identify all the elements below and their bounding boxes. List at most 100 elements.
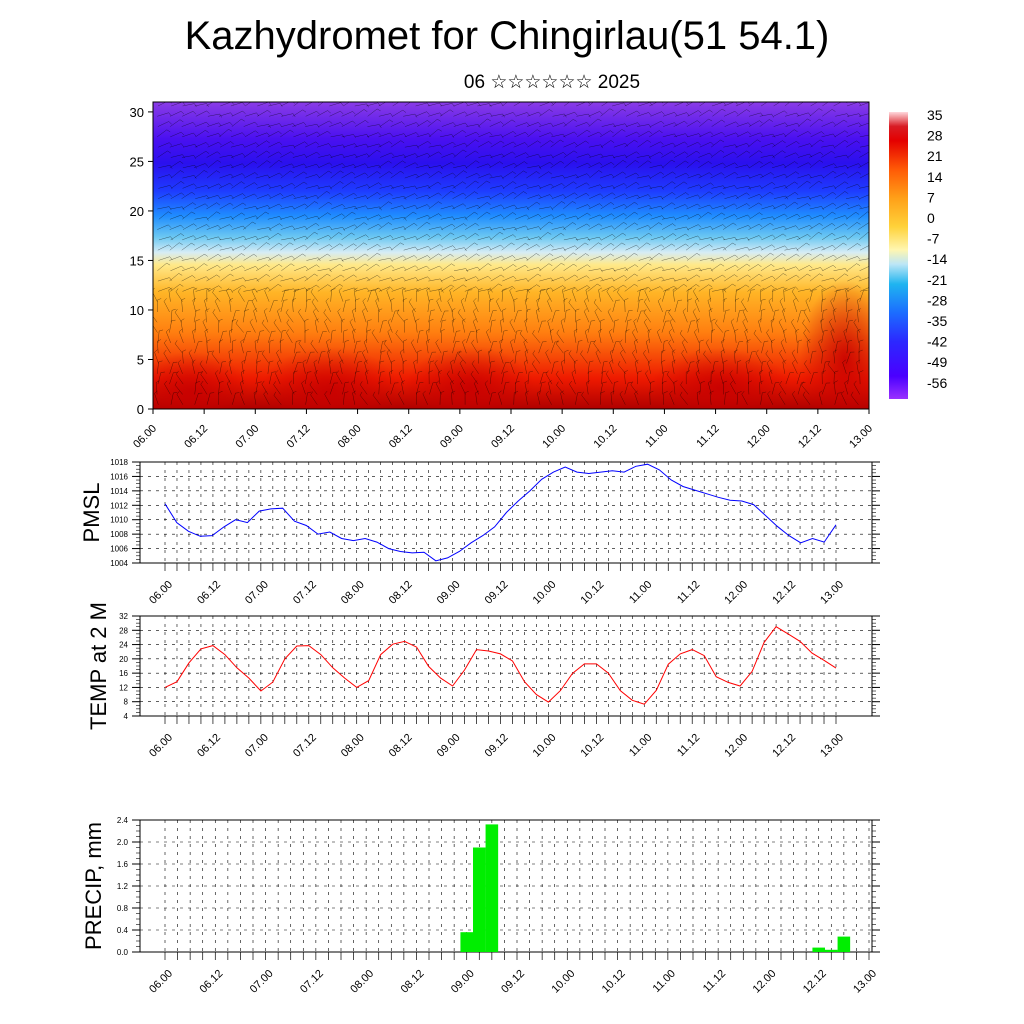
wind-barb — [453, 268, 466, 272]
wind-barb — [649, 141, 661, 148]
wind-barb — [699, 257, 712, 261]
wind-barb-flag — [438, 213, 442, 217]
wind-barb-flag — [470, 370, 474, 375]
wind-barb-flag — [660, 120, 665, 125]
wind-barb-flag — [254, 172, 259, 176]
wind-barb — [465, 223, 476, 230]
wind-barb-flag — [218, 319, 223, 321]
wind-barb-flag — [315, 318, 319, 322]
wind-barb-flag — [514, 391, 519, 393]
y-tick-label: 0.8 — [117, 904, 129, 913]
wind-barb — [461, 320, 465, 333]
wind-barb-flag — [387, 318, 392, 322]
wind-barb-flag — [516, 330, 521, 332]
wind-barb — [687, 253, 697, 261]
wind-barb — [662, 233, 674, 241]
wind-barb-flag — [610, 130, 614, 134]
wind-barb-flag — [833, 277, 836, 282]
wind-barb-flag — [166, 129, 171, 133]
wind-barb — [378, 113, 391, 117]
wind-barb-flag — [711, 318, 716, 321]
wind-barb-flag — [856, 263, 861, 266]
wind-barb — [847, 149, 858, 158]
wind-barb — [306, 352, 311, 364]
wind-barb — [416, 255, 428, 261]
wind-barb — [661, 223, 673, 230]
wind-barb — [256, 242, 267, 251]
wind-barb-flag — [829, 318, 833, 322]
wind-barb — [268, 223, 280, 230]
wind-barb-flag — [327, 131, 331, 135]
wind-barb — [699, 141, 711, 148]
wind-barb — [662, 102, 669, 107]
wind-barb — [403, 255, 415, 261]
wind-barb-flag — [363, 339, 368, 343]
wind-barb-flag — [355, 371, 360, 373]
wind-barb-flag — [329, 244, 333, 248]
wind-barb-flag — [366, 277, 370, 281]
wind-barb — [267, 123, 280, 127]
wind-barb — [624, 102, 634, 107]
wind-barb-flag — [414, 162, 419, 166]
wind-barb — [687, 362, 691, 374]
wind-barb-flag — [365, 205, 369, 210]
wind-barb — [624, 382, 629, 395]
wind-barb-flag — [440, 391, 445, 393]
wind-barb-flag — [625, 329, 630, 332]
wind-barb-flag — [832, 99, 835, 101]
wind-barb-flag — [315, 141, 319, 145]
wind-barb — [650, 120, 662, 127]
wind-barb-flag — [765, 350, 769, 355]
wind-barb — [231, 212, 242, 220]
wind-barb-flag — [261, 380, 265, 385]
wind-barb-flag — [415, 318, 420, 321]
wind-barb — [342, 382, 346, 395]
wind-barb — [255, 174, 268, 179]
wind-barb-flag — [695, 284, 700, 287]
wind-barb-flag — [354, 206, 358, 210]
wind-barb-flag — [806, 339, 811, 342]
wind-barb-flag — [610, 202, 615, 205]
wind-barb-flag — [770, 318, 775, 321]
wind-barb-flag — [758, 264, 762, 267]
wind-barb — [427, 192, 439, 199]
wind-barb-flag — [489, 173, 493, 177]
wind-barb — [736, 225, 749, 230]
wind-barb-flag — [698, 110, 702, 114]
wind-barb — [645, 373, 651, 385]
wind-barb-flag — [331, 288, 336, 290]
wind-barb-flag — [545, 287, 549, 292]
wind-barb — [859, 134, 869, 138]
wind-barb — [679, 395, 688, 405]
wind-barb — [243, 253, 254, 261]
wind-barb-flag — [450, 232, 455, 236]
wind-barb-flag — [253, 150, 258, 154]
wind-barb — [293, 214, 306, 220]
wind-barb — [600, 202, 611, 210]
wind-barb — [157, 150, 168, 158]
wind-barb-flag — [537, 273, 542, 277]
wind-barb-flag — [759, 212, 763, 216]
warm-cores — [153, 280, 869, 409]
wind-barb — [564, 174, 577, 179]
wind-barb-flag — [526, 122, 530, 126]
wind-barb — [305, 215, 318, 220]
panel-frame — [139, 819, 873, 953]
wind-barb — [698, 152, 710, 158]
wind-barb-flag — [180, 224, 184, 229]
wind-barb — [810, 139, 821, 148]
wind-barb-flag — [279, 103, 283, 107]
wind-barb — [760, 392, 763, 405]
wind-barb — [796, 372, 801, 385]
wind-barb-flag — [241, 212, 246, 216]
wind-barb-flag — [709, 204, 713, 209]
wind-barb-flag — [612, 185, 615, 190]
x-tick-label: 12.12 — [796, 423, 824, 451]
wind-barb-flag — [696, 349, 700, 353]
wind-barb-flag — [475, 131, 480, 136]
wind-barb-flag — [230, 112, 234, 117]
wind-barb — [205, 310, 207, 323]
wind-barb-flag — [378, 308, 383, 311]
wind-barb — [797, 310, 801, 323]
wind-barb — [710, 150, 721, 158]
